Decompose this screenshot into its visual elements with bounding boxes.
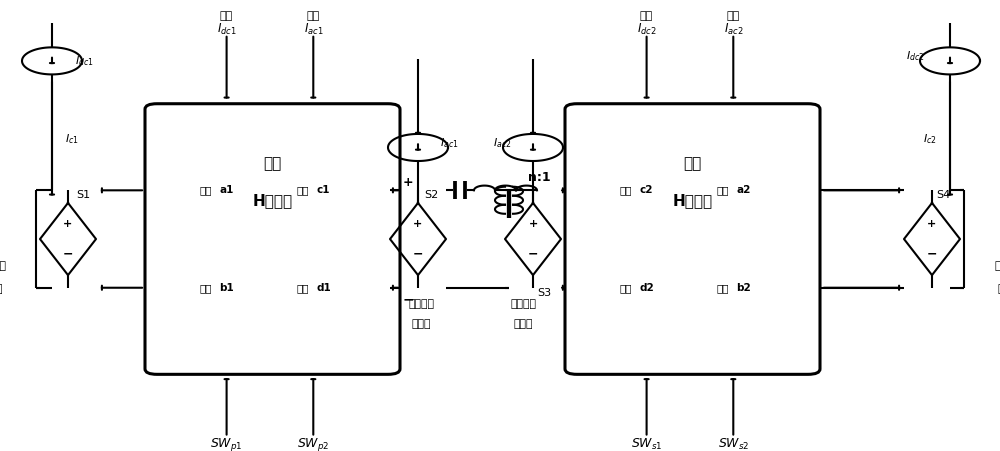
- Text: 电压源: 电压源: [513, 319, 533, 329]
- Text: $SW_{s1}$: $SW_{s1}$: [631, 437, 662, 451]
- Text: b2: b2: [736, 283, 751, 293]
- Text: +: +: [403, 176, 413, 189]
- Text: 输出: 输出: [297, 185, 309, 195]
- Text: $I_{ac2}$: $I_{ac2}$: [724, 22, 743, 37]
- Text: n:1: n:1: [528, 171, 550, 184]
- Text: 原边: 原边: [263, 156, 282, 171]
- Text: a1: a1: [219, 185, 234, 195]
- Text: H桥模块: H桥模块: [672, 193, 713, 209]
- Text: $SW_{p1}$: $SW_{p1}$: [210, 436, 243, 451]
- Text: S2: S2: [424, 190, 438, 200]
- Text: $I_{dc2}$: $I_{dc2}$: [637, 22, 656, 37]
- Text: S1: S1: [76, 190, 90, 200]
- Text: 第二受控: 第二受控: [408, 299, 434, 309]
- Text: H桥模块: H桥模块: [252, 193, 293, 209]
- Text: 电压源: 电压源: [411, 319, 431, 329]
- Text: 输入: 输入: [307, 11, 320, 21]
- Text: 第三受控: 第三受控: [510, 299, 536, 309]
- Text: +: +: [413, 219, 423, 229]
- Text: 第一受控: 第一受控: [0, 261, 6, 271]
- Text: 输入: 输入: [727, 11, 740, 21]
- Text: $I_{ac1}$: $I_{ac1}$: [440, 136, 459, 150]
- Text: 输出: 输出: [717, 185, 729, 195]
- Text: $SW_{p2}$: $SW_{p2}$: [297, 436, 330, 451]
- Text: 输出: 输出: [717, 283, 729, 293]
- Text: 电压源: 电压源: [997, 284, 1000, 294]
- Text: c1: c1: [317, 185, 330, 195]
- Text: d1: d1: [316, 283, 331, 293]
- Text: 输入: 输入: [220, 11, 233, 21]
- Text: d2: d2: [639, 283, 654, 293]
- Text: −: −: [63, 248, 73, 261]
- Text: $I_{c1}$: $I_{c1}$: [65, 132, 79, 146]
- Text: b1: b1: [219, 283, 234, 293]
- Text: S4: S4: [936, 190, 950, 200]
- Text: −: −: [413, 248, 423, 261]
- Text: $I_{ac2}$: $I_{ac2}$: [493, 136, 511, 150]
- Text: 输出: 输出: [200, 283, 212, 293]
- Text: 电压源: 电压源: [0, 284, 3, 294]
- Text: +: +: [528, 219, 538, 229]
- Text: 输出: 输出: [620, 283, 632, 293]
- Text: 副边: 副边: [683, 156, 702, 171]
- Text: 第四受控: 第四受控: [994, 261, 1000, 271]
- Text: c2: c2: [640, 185, 653, 195]
- Text: $I_{dc2}$: $I_{dc2}$: [906, 50, 925, 63]
- Text: $I_{ac1}$: $I_{ac1}$: [304, 22, 323, 37]
- Text: 输出: 输出: [297, 283, 309, 293]
- Text: +: +: [63, 219, 73, 229]
- Text: $I_{dc1}$: $I_{dc1}$: [217, 22, 236, 37]
- Text: $SW_{s2}$: $SW_{s2}$: [718, 437, 749, 451]
- Text: a2: a2: [736, 185, 751, 195]
- Text: 输出: 输出: [620, 185, 632, 195]
- Text: −: −: [402, 292, 414, 306]
- Text: −: −: [528, 248, 538, 261]
- Text: −: −: [927, 248, 937, 261]
- Text: S3: S3: [537, 288, 551, 298]
- Text: +: +: [927, 219, 937, 229]
- Text: $I_{c2}$: $I_{c2}$: [923, 132, 937, 146]
- Text: 输入: 输入: [640, 11, 653, 21]
- Text: $I_{dc1}$: $I_{dc1}$: [75, 54, 94, 68]
- Text: 输出: 输出: [200, 185, 212, 195]
